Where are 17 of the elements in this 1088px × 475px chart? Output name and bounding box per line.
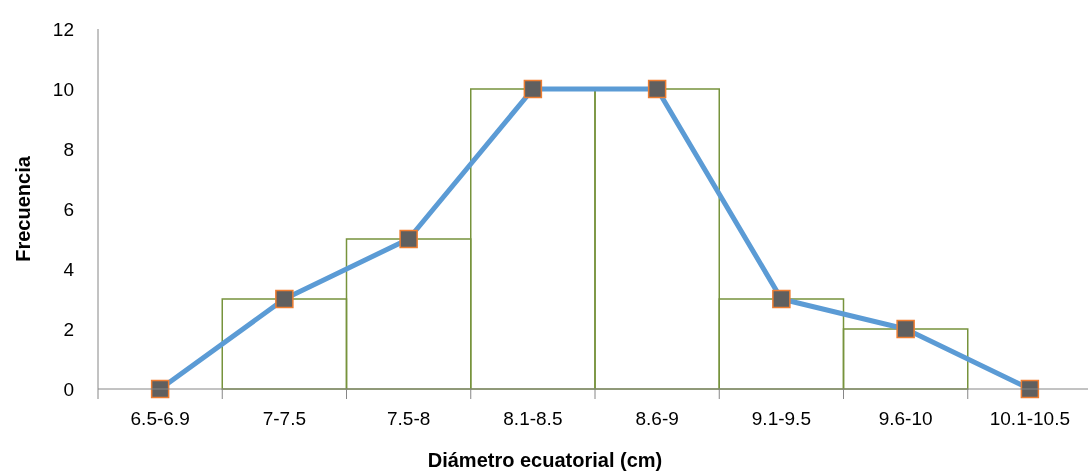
x-tick-label: 10.1-10.5 [989, 408, 1071, 429]
y-tick-label: 4 [63, 258, 75, 280]
y-axis-title: Frecuencia [12, 155, 34, 262]
x-tick-label: 9.6-10 [878, 408, 933, 429]
y-tick-label: 6 [63, 198, 74, 220]
y-tick-label: 0 [63, 378, 74, 400]
x-tick-label: 7-7.5 [262, 408, 307, 429]
x-tick-label: 7.5-8 [386, 408, 431, 429]
x-tick-label: 9.1-9.5 [751, 408, 811, 429]
x-tick-label: 6.5-6.9 [130, 408, 190, 429]
x-tick-label: 8.1-8.5 [503, 408, 563, 429]
y-tick-label: 12 [52, 18, 74, 40]
x-tick-label: 8.6-9 [635, 408, 679, 429]
y-tick-label: 10 [52, 78, 74, 100]
y-tick-label: 2 [63, 318, 74, 340]
x-axis-title: Diámetro ecuatorial (cm) [427, 449, 663, 471]
y-tick-label: 8 [63, 138, 74, 160]
